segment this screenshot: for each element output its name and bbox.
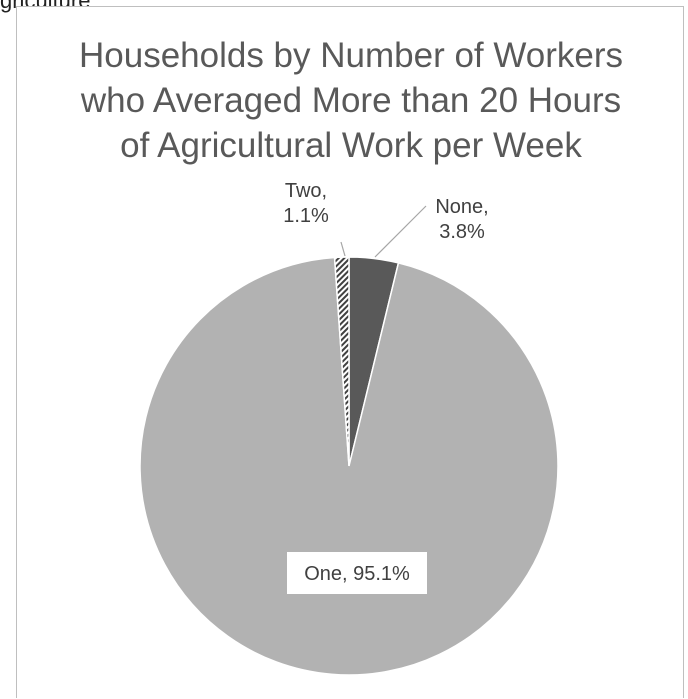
pie-slice-one — [139, 256, 559, 676]
data-label-one-box — [287, 552, 427, 594]
data-label-one: One, 95.1% — [304, 563, 410, 585]
chart-frame: Households by Number of Workers who Aver… — [16, 6, 684, 698]
leader-line-two — [340, 241, 346, 257]
data-label-two-value: 1.1% — [283, 205, 329, 227]
chart-title: Households by Number of Workers who Aver… — [17, 33, 685, 168]
data-label-none-name: None, — [435, 196, 488, 218]
leader-line-none — [374, 205, 427, 258]
chart-title-line-3: of Agricultural Work per Week — [120, 126, 582, 165]
chart-title-line-1: Households by Number of Workers — [78, 36, 624, 75]
pie-slice-two — [333, 256, 350, 467]
data-label-two-name: Two, — [285, 180, 327, 202]
pie-chart: None, 3.8% Two, 1.1% One, 95.1% — [139, 180, 559, 676]
chart-title-line-2: who Averaged More than 20 Hours — [80, 81, 622, 120]
data-label-none-value: 3.8% — [439, 221, 485, 243]
